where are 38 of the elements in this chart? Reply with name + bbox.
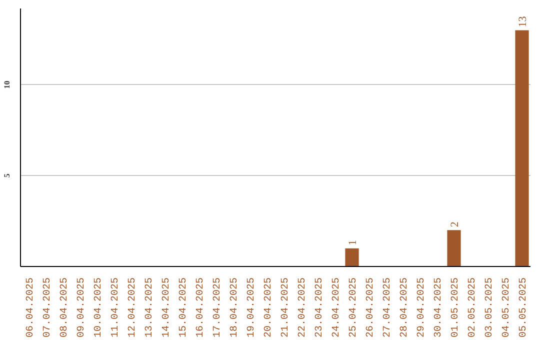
x-tick-label: 04.05.2025	[502, 277, 512, 338]
data-label: 2	[449, 222, 461, 228]
x-tick-label: 25.04.2025	[348, 277, 360, 338]
data-label: 13	[517, 16, 529, 28]
x-tick-label: 05.05.2025	[518, 277, 530, 338]
x-tick-label: 03.05.2025	[484, 277, 496, 338]
x-tick-label: 21.04.2025	[280, 277, 292, 338]
x-tick-label: 10.04.2025	[94, 277, 104, 338]
x-tick-label: 27.04.2025	[382, 277, 394, 338]
x-tick-label: 12.04.2025	[128, 277, 138, 338]
x-tick-label: 15.04.2025	[178, 277, 190, 338]
bar	[345, 248, 359, 266]
x-tick-label: 28.04.2025	[400, 277, 410, 338]
x-tick-label: 19.04.2025	[246, 277, 258, 338]
y-tick-label: 10	[2, 80, 12, 89]
x-tick-label: 16.04.2025	[196, 277, 206, 338]
x-tick-label: 22.04.2025	[298, 277, 308, 338]
bar	[515, 30, 529, 266]
y-tick-label: 5	[2, 174, 12, 178]
x-tick-label: 02.05.2025	[468, 277, 478, 338]
x-tick-label: 14.04.2025	[162, 277, 172, 338]
x-tick-label: 17.04.2025	[212, 277, 224, 338]
x-tick-label: 13.04.2025	[144, 277, 156, 338]
x-tick-label: 06.04.2025	[26, 277, 36, 338]
data-label: 1	[347, 240, 359, 246]
bar	[447, 230, 461, 266]
x-tick-label: 20.04.2025	[264, 277, 274, 338]
x-tick-label: 30.04.2025	[434, 277, 444, 338]
x-tick-label: 18.04.2025	[230, 277, 240, 338]
x-tick-label: 09.04.2025	[76, 277, 88, 338]
x-tick-label: 23.04.2025	[314, 277, 326, 338]
x-tick-label: 24.04.2025	[332, 277, 342, 338]
x-tick-label: 01.05.2025	[450, 277, 462, 338]
x-tick-label: 29.04.2025	[416, 277, 428, 338]
x-tick-label: 07.04.2025	[42, 277, 54, 338]
x-tick-label: 08.04.2025	[60, 277, 70, 338]
x-tick-label: 26.04.2025	[366, 277, 376, 338]
x-tick-label: 11.04.2025	[110, 277, 122, 338]
